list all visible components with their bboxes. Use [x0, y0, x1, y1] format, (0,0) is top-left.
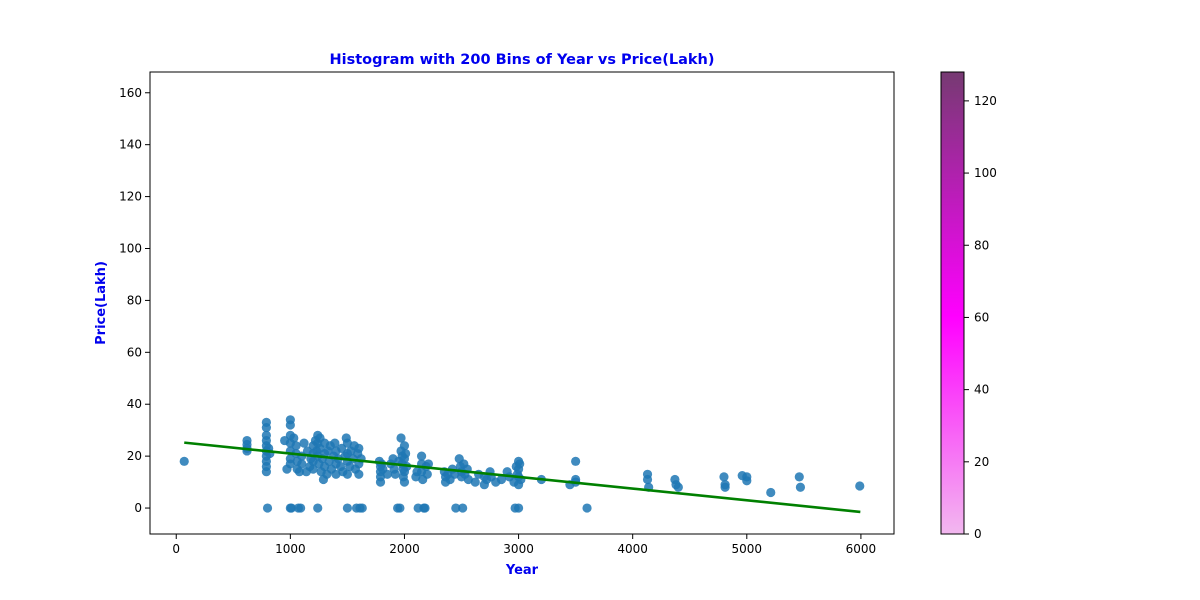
colorbar-tick-label: 120 — [974, 94, 997, 108]
colorbar-tick-label: 20 — [974, 455, 989, 469]
data-points — [179, 415, 865, 513]
x-tick-label: 5000 — [732, 542, 763, 556]
data-point — [422, 469, 432, 479]
data-point — [742, 476, 752, 486]
data-point — [382, 469, 392, 479]
y-tick-label: 40 — [127, 397, 142, 411]
y-tick-label: 140 — [119, 138, 142, 152]
data-point — [296, 503, 306, 513]
y-tick-label: 160 — [119, 86, 142, 100]
data-point — [286, 503, 297, 513]
data-point — [513, 503, 524, 513]
data-point — [375, 477, 386, 487]
data-point — [354, 443, 364, 453]
x-tick-label: 2000 — [389, 542, 420, 556]
data-point — [261, 422, 271, 433]
data-point — [294, 467, 305, 477]
data-point — [401, 448, 411, 459]
y-tick-label: 80 — [127, 293, 142, 307]
y-tick-label: 20 — [127, 449, 142, 463]
data-point — [342, 503, 353, 513]
data-point — [395, 503, 405, 513]
y-tick-label: 0 — [134, 501, 142, 515]
y-axis-label: Price(Lakh) — [94, 261, 109, 345]
colorbar-tick-label: 0 — [974, 527, 982, 541]
colorbar-tick-label: 40 — [974, 383, 989, 397]
colorbar-tick-label: 80 — [974, 238, 989, 252]
data-point — [179, 456, 189, 466]
y-axis: 0 20 40 60 80 100 120 140 160 — [119, 86, 150, 515]
data-point — [416, 451, 427, 461]
data-point — [795, 482, 806, 492]
chart-title: Histogram with 200 Bins of Year vs Price… — [330, 52, 715, 68]
y-tick-label: 120 — [119, 190, 142, 204]
data-point — [582, 503, 592, 513]
data-point — [354, 469, 364, 479]
data-point — [342, 469, 353, 479]
data-point — [720, 482, 730, 492]
data-point — [399, 441, 410, 451]
data-point — [515, 459, 525, 469]
data-point — [719, 472, 729, 482]
data-point — [330, 438, 340, 448]
x-tick-label: 4000 — [617, 542, 648, 556]
data-point — [420, 503, 430, 513]
data-point — [285, 420, 295, 430]
data-point — [642, 474, 653, 485]
data-point — [496, 474, 507, 485]
x-axis-label: Year — [505, 563, 539, 578]
data-point — [855, 481, 865, 491]
data-point — [357, 503, 367, 513]
y-tick-label: 100 — [119, 241, 142, 255]
data-point — [470, 477, 480, 487]
data-point — [794, 472, 804, 482]
data-point — [399, 477, 410, 487]
colorbar-tick-label: 60 — [974, 310, 989, 324]
y-tick-label: 60 — [127, 345, 142, 359]
x-tick-label: 3000 — [503, 542, 534, 556]
data-point — [390, 469, 400, 479]
x-axis: 0 1000 2000 3000 4000 5000 6000 — [172, 534, 876, 556]
data-point — [261, 467, 271, 477]
data-point — [262, 503, 273, 513]
data-point — [313, 503, 323, 513]
data-point — [396, 433, 406, 443]
data-point — [673, 482, 683, 492]
data-point — [291, 441, 301, 451]
x-tick-label: 6000 — [846, 542, 877, 556]
plot-frame — [149, 71, 895, 535]
colorbar-tick-label: 100 — [974, 166, 997, 180]
data-point — [766, 487, 776, 498]
regression-line — [184, 441, 861, 514]
x-tick-label: 1000 — [275, 542, 306, 556]
colorbar — [940, 71, 965, 535]
data-point — [289, 433, 299, 443]
data-point — [299, 438, 309, 448]
data-point — [458, 503, 468, 513]
data-point — [451, 503, 461, 513]
data-point — [297, 459, 307, 469]
colorbar-axis: 0 20 40 60 80 100 120 — [964, 94, 997, 541]
x-tick-label: 0 — [172, 542, 180, 556]
data-point — [571, 456, 581, 466]
